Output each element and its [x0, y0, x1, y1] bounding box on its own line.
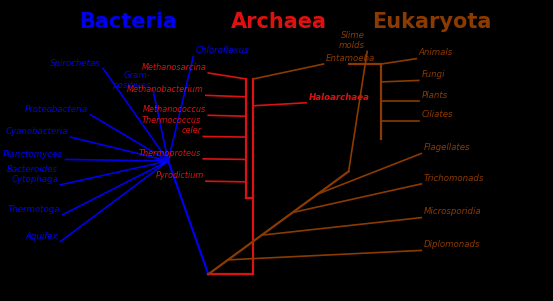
Text: Gram-
positives: Gram- positives	[112, 70, 150, 90]
Text: Planctomyces: Planctomyces	[3, 150, 63, 159]
Text: Entamoeba: Entamoeba	[326, 54, 375, 63]
Text: Thermococcus
celer: Thermococcus celer	[142, 116, 201, 135]
Text: Slime
molds: Slime molds	[338, 31, 364, 50]
Text: Flagellates: Flagellates	[424, 143, 470, 152]
Text: Diplomonads: Diplomonads	[424, 240, 481, 249]
Text: Cyanobacteria: Cyanobacteria	[6, 127, 68, 136]
Text: Proteobacteria: Proteobacteria	[25, 105, 88, 114]
Text: Spirochetas: Spirochetas	[50, 59, 101, 68]
Text: Microsporidia: Microsporidia	[424, 207, 482, 216]
Text: Methanococcus: Methanococcus	[143, 105, 206, 114]
Text: Bacteria: Bacteria	[79, 12, 177, 32]
Text: Pyrodictium: Pyrodictium	[155, 171, 204, 180]
Text: Bacteroides
Cytophaga: Bacteroides Cytophaga	[7, 165, 58, 184]
Text: Ciliates: Ciliates	[421, 110, 453, 119]
Text: Trichomonads: Trichomonads	[424, 174, 484, 183]
Text: Methanosarcina: Methanosarcina	[142, 63, 206, 72]
Text: Animals: Animals	[419, 48, 453, 57]
Text: Aquifex: Aquifex	[25, 231, 58, 240]
Text: Chloroflexus: Chloroflexus	[196, 46, 249, 55]
Text: Eukaryota: Eukaryota	[372, 12, 491, 32]
Text: Haloarchaea: Haloarchaea	[309, 93, 369, 102]
Text: Methanobacterium: Methanobacterium	[127, 85, 204, 94]
Text: Plants: Plants	[421, 91, 447, 100]
Text: Archaea: Archaea	[231, 12, 326, 32]
Text: Thermoproteus: Thermoproteus	[139, 149, 201, 158]
Text: Fungi: Fungi	[421, 70, 445, 79]
Text: Thermotoga: Thermotoga	[8, 205, 60, 214]
